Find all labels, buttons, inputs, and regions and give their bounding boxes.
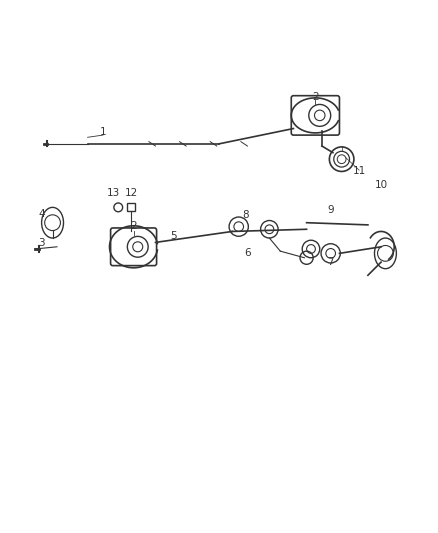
Text: 5: 5	[170, 231, 177, 241]
Text: 9: 9	[327, 205, 334, 215]
Text: 2: 2	[312, 92, 319, 102]
Text: 8: 8	[242, 210, 249, 220]
Text: 13: 13	[107, 188, 120, 198]
Text: 6: 6	[244, 248, 251, 259]
Text: 4: 4	[38, 209, 45, 219]
Text: 7: 7	[327, 257, 334, 267]
Text: 2: 2	[130, 221, 137, 231]
Text: 12: 12	[125, 188, 138, 198]
Text: 1: 1	[99, 127, 106, 136]
Text: 3: 3	[38, 238, 45, 248]
Text: 11: 11	[353, 166, 366, 176]
Text: 10: 10	[374, 181, 388, 190]
